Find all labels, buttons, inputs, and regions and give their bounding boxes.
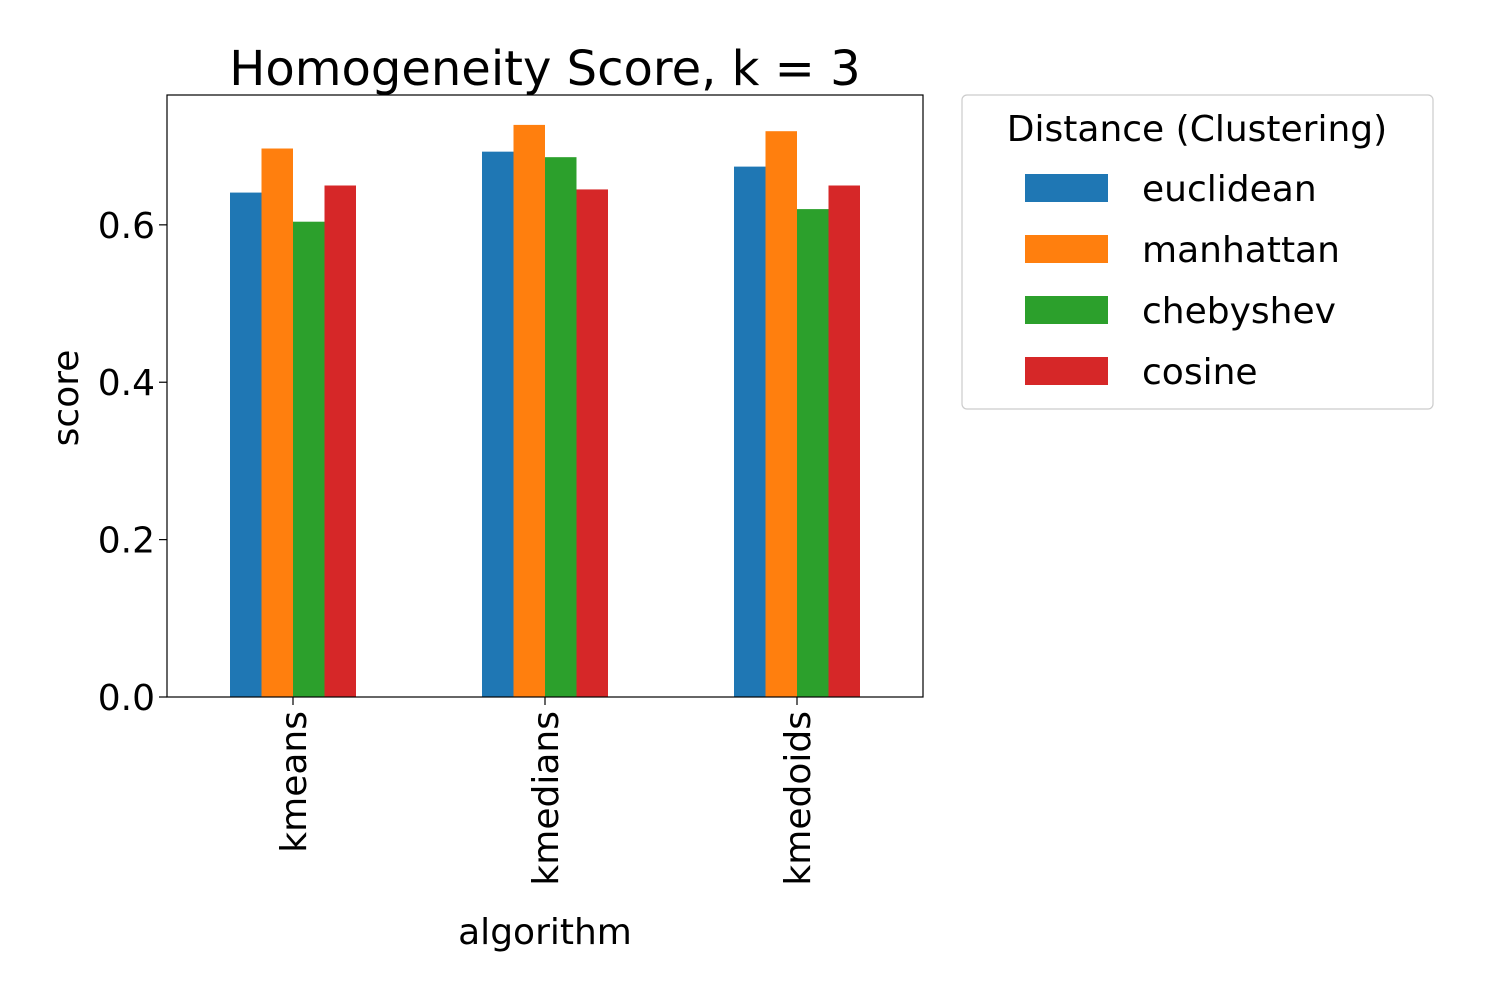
- bar-kmeans-euclidean: [230, 192, 262, 697]
- y-axis: 0.0 0.2 0.4 0.6: [98, 206, 167, 719]
- bar-kmeans-cosine: [324, 185, 356, 697]
- x-tick-label-kmeans: kmeans: [274, 711, 315, 853]
- bar-kmeans-manhattan: [261, 148, 293, 697]
- bar-kmedoids-cosine: [828, 185, 860, 697]
- x-tick-label-kmedians: kmedians: [526, 711, 567, 886]
- legend-label-manhattan: manhattan: [1142, 230, 1340, 271]
- bar-kmedoids-euclidean: [734, 166, 766, 698]
- bar-kmedians-euclidean: [482, 151, 514, 697]
- legend-frame: [961, 94, 1434, 410]
- legend-swatch-manhattan: [1025, 235, 1108, 263]
- y-tick-label: 0.0: [98, 678, 155, 719]
- legend-label-chebyshev: chebyshev: [1142, 291, 1336, 332]
- y-tick-label: 0.2: [98, 521, 155, 562]
- bar-kmedians-cosine: [576, 189, 608, 697]
- y-axis-label: score: [46, 350, 87, 447]
- y-tick-label: 0.6: [98, 206, 155, 247]
- x-axis-label: algorithm: [458, 912, 632, 953]
- legend: Distance (Clustering) euclidean manhattan…: [961, 94, 1434, 410]
- legend-title: Distance (Clustering): [1007, 109, 1387, 150]
- legend-label-euclidean: euclidean: [1142, 169, 1317, 210]
- bars-group: [230, 124, 860, 698]
- legend-swatch-chebyshev: [1025, 296, 1108, 324]
- legend-swatch-cosine: [1025, 357, 1108, 385]
- bar-kmeans-chebyshev: [293, 221, 325, 697]
- bar-kmedians-chebyshev: [545, 157, 577, 698]
- bar-kmedians-manhattan: [513, 124, 545, 697]
- x-axis: kmeans kmedians kmedoids: [274, 697, 819, 886]
- x-tick-label-kmedoids: kmedoids: [778, 711, 819, 886]
- bar-kmedoids-manhattan: [765, 131, 797, 697]
- legend-items: euclidean manhattan chebyshev cosine: [1025, 169, 1340, 393]
- legend-swatch-euclidean: [1025, 174, 1108, 202]
- chart-title: Homogeneity Score, k = 3: [229, 41, 860, 97]
- bar-kmedoids-chebyshev: [797, 209, 829, 697]
- y-tick-label: 0.4: [98, 363, 155, 404]
- legend-label-cosine: cosine: [1142, 352, 1258, 393]
